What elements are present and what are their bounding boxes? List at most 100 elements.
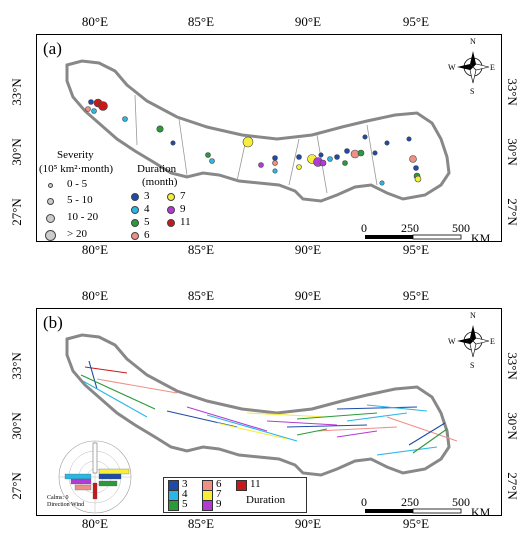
scale-unit-b: KM xyxy=(471,505,491,519)
event-point xyxy=(357,149,365,157)
basin-outline-b xyxy=(65,333,451,477)
duration-class-11: 11 xyxy=(180,216,191,228)
scale-bar-a xyxy=(365,234,462,240)
lat-tick-right-33-b: 33°N xyxy=(504,352,520,380)
trajectory xyxy=(96,378,178,394)
compass-s: S xyxy=(470,87,475,96)
event-point xyxy=(372,150,378,156)
north-arrow-icon-a xyxy=(457,51,490,84)
compass-n-b: N xyxy=(470,311,476,320)
duration-dot-9 xyxy=(167,206,175,214)
scale-tick-500: 500 xyxy=(452,221,470,235)
event-point xyxy=(319,159,327,167)
north-arrow-icon-b xyxy=(457,325,490,358)
event-point xyxy=(170,140,176,146)
lon-tick-bottom-85: 85°E xyxy=(187,242,215,257)
legend-swatch-11 xyxy=(236,480,247,491)
scale-tick-500-b: 500 xyxy=(452,495,470,509)
event-point xyxy=(413,165,419,171)
lon-tick-top-90-b: 90°E xyxy=(294,288,322,303)
event-point xyxy=(122,116,128,122)
trajectory xyxy=(408,422,446,446)
trajectory xyxy=(386,416,458,442)
trajectory xyxy=(186,406,268,432)
scale-tick-0-b: 0 xyxy=(361,495,367,509)
duration-class-3: 3 xyxy=(144,190,150,202)
duration-class-4: 4 xyxy=(144,203,150,215)
legend-b-class-3: 3 xyxy=(182,478,188,490)
trajectory xyxy=(266,420,338,426)
trajectory xyxy=(366,404,428,412)
duration-class-7: 7 xyxy=(180,190,186,202)
lat-tick-left-27: 27°N xyxy=(8,198,24,226)
lat-tick-left-30: 30°N xyxy=(8,138,24,166)
lon-tick-top-95: 95°E xyxy=(402,14,430,29)
legend-b-class-6: 6 xyxy=(216,478,222,490)
rose-caption-1: Calms: 0 xyxy=(47,495,69,501)
lon-tick-bottom-90: 90°E xyxy=(294,242,322,257)
map-panel-b: (b) xyxy=(36,308,502,519)
duration-dot-3 xyxy=(131,193,139,201)
event-point xyxy=(334,154,340,160)
severity-units: (10⁵ km²·month) xyxy=(39,163,114,175)
event-point xyxy=(272,168,278,174)
scale-tick-250: 250 xyxy=(401,221,419,235)
compass-e-b: E xyxy=(490,337,495,346)
event-point xyxy=(258,162,264,168)
lon-tick-bottom-90-b: 90°E xyxy=(294,516,322,531)
lat-tick-right-33: 33°N xyxy=(504,78,520,106)
event-point xyxy=(362,134,368,140)
severity-class-4: > 20 xyxy=(67,228,87,240)
lat-tick-right-30: 30°N xyxy=(504,138,520,166)
compass-w: W xyxy=(448,63,456,72)
lat-tick-left-30-b: 30°N xyxy=(8,412,24,440)
legend-swatch-9 xyxy=(202,500,213,511)
legend-b-title: Duration xyxy=(246,494,286,506)
compass-s-b: S xyxy=(470,361,475,370)
severity-title: Severity xyxy=(57,149,94,161)
lon-tick-bottom-85-b: 85°E xyxy=(187,516,215,531)
lon-tick-top-85: 85°E xyxy=(187,14,215,29)
subbasin-lines-a xyxy=(134,94,378,194)
lon-tick-top-80-b: 80°E xyxy=(81,288,109,303)
scale-unit: KM xyxy=(471,231,491,245)
lon-tick-top-95-b: 95°E xyxy=(402,288,430,303)
trajectory xyxy=(82,380,148,418)
trajectory xyxy=(296,428,328,436)
severity-class-2: 5 - 10 xyxy=(67,194,93,206)
event-point xyxy=(91,108,97,114)
trajectory xyxy=(206,414,298,442)
severity-dot-2 xyxy=(47,198,54,205)
lat-tick-left-27-b: 27°N xyxy=(8,472,24,500)
duration-dot-5 xyxy=(131,219,139,227)
legend-b-class-11: 11 xyxy=(250,478,261,490)
event-point xyxy=(414,175,422,183)
trajectories-b xyxy=(80,360,458,456)
lon-tick-bottom-95-b: 95°E xyxy=(402,516,430,531)
lat-tick-right-27: 27°N xyxy=(504,198,520,226)
event-point xyxy=(205,152,211,158)
map-panel-a: (a) xyxy=(36,34,502,245)
severity-dot-1 xyxy=(48,183,53,188)
lat-tick-left-33-b: 33°N xyxy=(8,352,24,380)
lon-tick-bottom-80: 80°E xyxy=(81,242,109,257)
trajectory xyxy=(412,428,448,454)
duration-dot-7 xyxy=(167,193,175,201)
trajectory xyxy=(296,412,378,420)
severity-class-1: 0 - 5 xyxy=(67,178,88,190)
event-point xyxy=(318,152,324,158)
legend-swatch-5 xyxy=(168,500,179,511)
panel-label-b: (b) xyxy=(43,313,63,332)
lat-tick-right-27-b: 27°N xyxy=(504,472,520,500)
wind-rose-chart xyxy=(58,440,132,514)
lon-tick-top-80: 80°E xyxy=(81,14,109,29)
duration-legend-b: 3 4 5 6 7 9 11 Duration xyxy=(163,477,307,513)
trajectory xyxy=(376,446,438,456)
severity-class-3: 10 - 20 xyxy=(67,211,99,223)
trajectory xyxy=(88,360,98,390)
trajectory xyxy=(336,406,418,410)
event-point xyxy=(88,99,94,105)
event-point xyxy=(379,180,385,186)
event-point xyxy=(406,136,412,142)
event-point xyxy=(209,158,215,164)
